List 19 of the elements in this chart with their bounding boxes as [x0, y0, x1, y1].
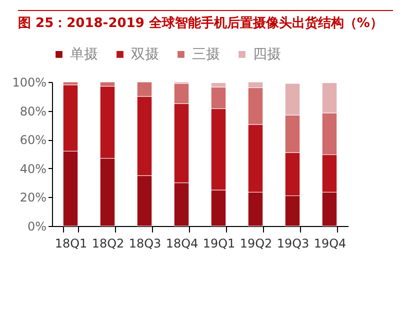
- y-tick-label: 100%: [12, 76, 46, 90]
- legend-label: 四摄: [253, 46, 281, 62]
- y-tick-label: 20%: [20, 190, 46, 205]
- y-tick-label: 0%: [27, 220, 46, 234]
- y-tick-label: 60%: [20, 133, 46, 148]
- x-tick-label: 19Q4: [314, 236, 346, 250]
- x-tick-label: 19Q3: [276, 236, 310, 250]
- x-tick-label: 18Q4: [166, 236, 198, 250]
- legend-label: 三摄: [192, 46, 220, 62]
- y-tick-label: 40%: [20, 162, 46, 176]
- x-tick-label: 18Q1: [54, 236, 88, 250]
- y-tick-label: 80%: [20, 104, 46, 118]
- x-tick-label: 18Q3: [128, 236, 162, 250]
- chart-title: 图 25：2018-2019 全球智能手机后置摄像头出货结构（%）: [18, 14, 383, 32]
- x-tick-label: 18Q2: [92, 236, 124, 250]
- legend-label: 双摄: [131, 46, 159, 62]
- x-tick-label: 19Q1: [202, 236, 236, 250]
- legend-label: 单摄: [70, 46, 98, 62]
- x-tick-label: 19Q2: [240, 236, 272, 250]
